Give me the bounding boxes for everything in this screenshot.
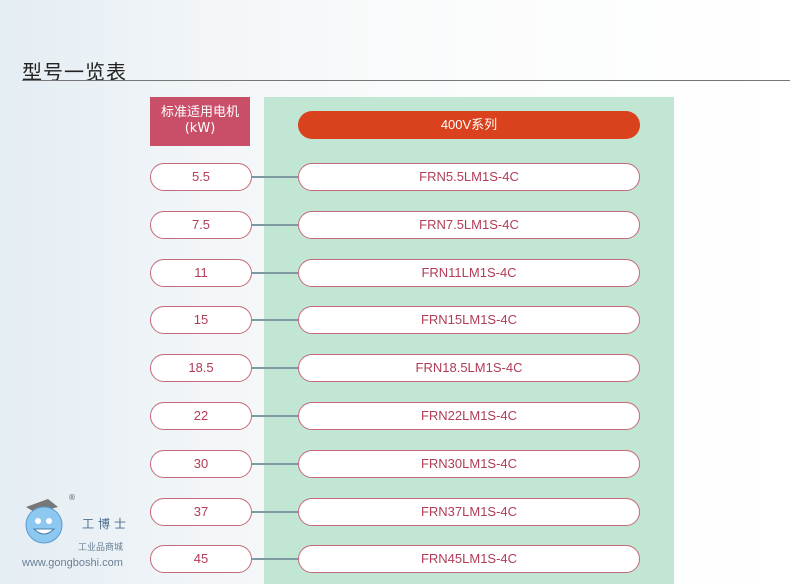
model-name: FRN37LM1S-4C <box>298 497 640 526</box>
kw-value: 15 <box>150 306 252 335</box>
model-name: FRN30LM1S-4C <box>298 449 640 478</box>
header-label: 标准适用电机 <box>160 105 239 120</box>
kw-value: 5.5 <box>150 163 252 191</box>
watermark-brand: 工博士 <box>82 517 131 531</box>
model-name: FRN15LM1S-4C <box>298 306 640 335</box>
model-row: 15 FRN15LM1S-4C <box>150 306 640 335</box>
model-row: 30 FRN30LM1S-4C <box>150 449 640 478</box>
mascot-icon <box>25 499 63 544</box>
model-name: FRN22LM1S-4C <box>298 402 640 430</box>
connector-line <box>252 415 298 417</box>
model-row: 11 FRN11LM1S-4C <box>150 258 640 287</box>
connector-line <box>252 510 298 513</box>
connector-line <box>252 271 298 274</box>
model-name: FRN45LM1S-4C <box>298 545 640 574</box>
kw-value: 37 <box>150 497 252 526</box>
connector-line <box>252 223 298 226</box>
connector-line <box>252 462 298 465</box>
kw-value: 18.5 <box>150 354 252 383</box>
model-row: 5.5 FRN5.5LM1S-4C <box>150 163 640 191</box>
model-name: FRN7.5LM1S-4C <box>298 210 640 239</box>
registered-mark: ® <box>68 493 76 502</box>
kw-value: 11 <box>150 258 252 287</box>
motor-kw-header: 标准适用电机 (kW) <box>150 97 250 146</box>
kw-value: 45 <box>150 545 252 574</box>
header-unit: (kW) <box>184 121 216 136</box>
model-row: 37 FRN37LM1S-4C <box>150 497 640 526</box>
model-name: FRN5.5LM1S-4C <box>298 163 640 191</box>
model-name: FRN18.5LM1S-4C <box>298 354 640 383</box>
model-row: 45 FRN45LM1S-4C <box>150 545 640 574</box>
kw-value: 30 <box>150 449 252 478</box>
watermark-logo: ® <box>18 493 148 575</box>
model-name: FRN11LM1S-4C <box>298 258 640 287</box>
model-row: 22 FRN22LM1S-4C <box>150 402 640 430</box>
kw-value: 22 <box>150 402 252 430</box>
connector-line <box>252 176 298 178</box>
connector-line <box>252 558 298 561</box>
title-divider <box>22 80 790 81</box>
model-row: 7.5 FRN7.5LM1S-4C <box>150 210 640 239</box>
watermark-url: www.gongboshi.com <box>22 557 123 569</box>
connector-line <box>252 367 298 370</box>
connector-line <box>252 319 298 322</box>
watermark-sub: 工业品商城 <box>78 543 124 553</box>
model-row: 18.5 FRN18.5LM1S-4C <box>150 354 640 383</box>
series-header: 400V系列 <box>298 111 640 139</box>
kw-value: 7.5 <box>150 210 252 239</box>
